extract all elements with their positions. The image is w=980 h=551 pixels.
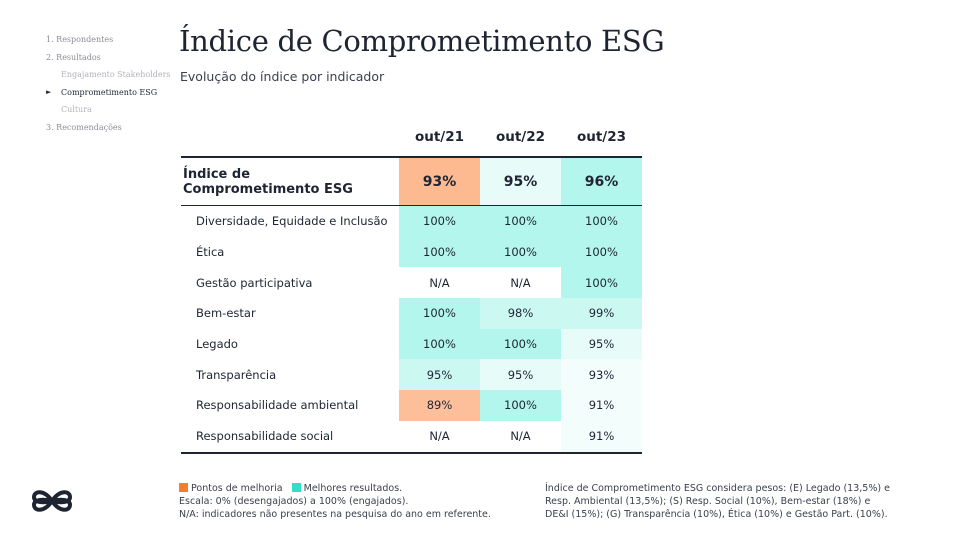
nav-item-label: Comprometimento ESG	[61, 87, 158, 97]
row-label: Legado	[196, 337, 238, 352]
value-cell: 95%	[480, 158, 561, 205]
value-cell: 100%	[561, 236, 642, 268]
legend-keys: Pontos de melhoria Melhores resultados.	[179, 482, 491, 495]
row-label: Ética	[196, 245, 225, 260]
legend-swatch-teal	[291, 483, 301, 492]
column-header: out/22	[495, 129, 546, 145]
legend-improve-label: Pontos de melhoria	[191, 483, 283, 494]
value-cell: 93%	[561, 359, 642, 391]
value-cell: 100%	[399, 328, 480, 360]
table-row: Gestão participativa N/A N/A 100%	[181, 267, 642, 299]
table-row: Responsabilidade social N/A N/A 91%	[181, 420, 642, 452]
value-cell: 95%	[561, 328, 642, 360]
nav-item-comprometimento-esg[interactable]: ► Comprometimento ESG	[46, 84, 171, 102]
weights-footnote-line: Resp. Ambiental (13,5%); (S) Resp. Socia…	[545, 496, 871, 507]
header-blank-cell	[181, 118, 399, 156]
nav-item-cultura[interactable]: Cultura	[61, 105, 92, 114]
infinity-knot-logo	[31, 490, 73, 512]
value-cell: 91%	[561, 420, 642, 452]
row-label: Responsabilidade social	[196, 429, 334, 444]
value-cell: 95%	[480, 359, 561, 391]
column-header: out/23	[576, 129, 627, 145]
value-cell: 89%	[399, 390, 480, 421]
legend-best-label: Melhores resultados.	[303, 483, 403, 494]
nav-item-respondentes[interactable]: 1. Respondentes	[46, 35, 114, 44]
table-bottom-rule	[181, 451, 642, 454]
page-subtitle: Evolução do índice por indicador	[180, 69, 385, 84]
table-row: Legado 100% 100% 95%	[181, 328, 642, 360]
table-row: Bem-estar 100% 98% 99%	[181, 298, 642, 329]
section-nav: 1. Respondentes 2. Resultados Engajament…	[46, 31, 171, 136]
current-section-arrow-icon: ►	[46, 87, 52, 96]
row-label: Responsabilidade ambiental	[196, 398, 359, 413]
legend-scale: Escala: 0% (desengajados) a 100% (engaja…	[179, 496, 409, 507]
value-cell: 100%	[480, 328, 561, 360]
value-cell: 96%	[561, 158, 642, 205]
table-row: Transparência 95% 95% 93%	[181, 359, 642, 391]
table-legend: Pontos de melhoria Melhores resultados. …	[179, 482, 491, 521]
esg-index-table: out/21 out/22 out/23 Índice de Compromet…	[181, 118, 642, 454]
value-cell: N/A	[480, 267, 561, 299]
table-row: Responsabilidade ambiental 89% 100% 91%	[181, 390, 642, 421]
row-label: Gestão participativa	[196, 275, 313, 290]
nav-item-engajamento-stakeholders[interactable]: Engajamento Stakeholders	[61, 70, 171, 79]
value-cell: 100%	[399, 298, 480, 329]
table-header-row: out/21 out/22 out/23	[181, 118, 642, 156]
nav-item-recomendacoes[interactable]: 3. Recomendações	[46, 122, 122, 132]
value-cell: 100%	[399, 206, 480, 237]
value-cell: N/A	[399, 267, 480, 299]
legend-na-note: N/A: indicadores não presentes na pesqui…	[179, 509, 491, 520]
value-cell: 100%	[561, 206, 642, 237]
value-cell: 98%	[480, 298, 561, 329]
table-row: Diversidade, Equidade e Inclusão 100% 10…	[181, 206, 642, 237]
row-label: Bem-estar	[196, 306, 256, 321]
value-cell: 100%	[561, 267, 642, 299]
row-label: Diversidade, Equidade e Inclusão	[196, 214, 388, 229]
esg-index-total-row: Índice de Comprometimento ESG 93% 95% 96…	[181, 156, 642, 206]
value-cell: 100%	[480, 206, 561, 237]
page-title: Índice de Comprometimento ESG	[179, 24, 665, 58]
legend-swatch-orange	[179, 483, 188, 492]
value-cell: N/A	[399, 420, 480, 452]
value-cell: 91%	[561, 390, 642, 421]
row-label: Transparência	[196, 367, 277, 382]
value-cell: 99%	[561, 298, 642, 329]
value-cell: 100%	[480, 236, 561, 268]
value-cell: 93%	[399, 158, 480, 205]
indicator-rows: Diversidade, Equidade e Inclusão 100% 10…	[181, 206, 642, 452]
weights-footnote: Índice de Comprometimento ESG considera …	[545, 482, 890, 521]
value-cell: 100%	[399, 236, 480, 268]
table-row: Ética 100% 100% 100%	[181, 236, 642, 268]
value-cell: N/A	[480, 420, 561, 452]
value-cell: 100%	[480, 390, 561, 421]
row-label: Índice de Comprometimento ESG	[183, 166, 353, 197]
weights-footnote-line: Índice de Comprometimento ESG considera …	[545, 483, 890, 494]
value-cell: 95%	[399, 359, 480, 391]
weights-footnote-line: DE&I (15%); (G) Transparência (10%), Éti…	[545, 509, 888, 520]
column-header: out/21	[414, 129, 465, 145]
nav-item-resultados[interactable]: 2. Resultados	[46, 52, 101, 62]
